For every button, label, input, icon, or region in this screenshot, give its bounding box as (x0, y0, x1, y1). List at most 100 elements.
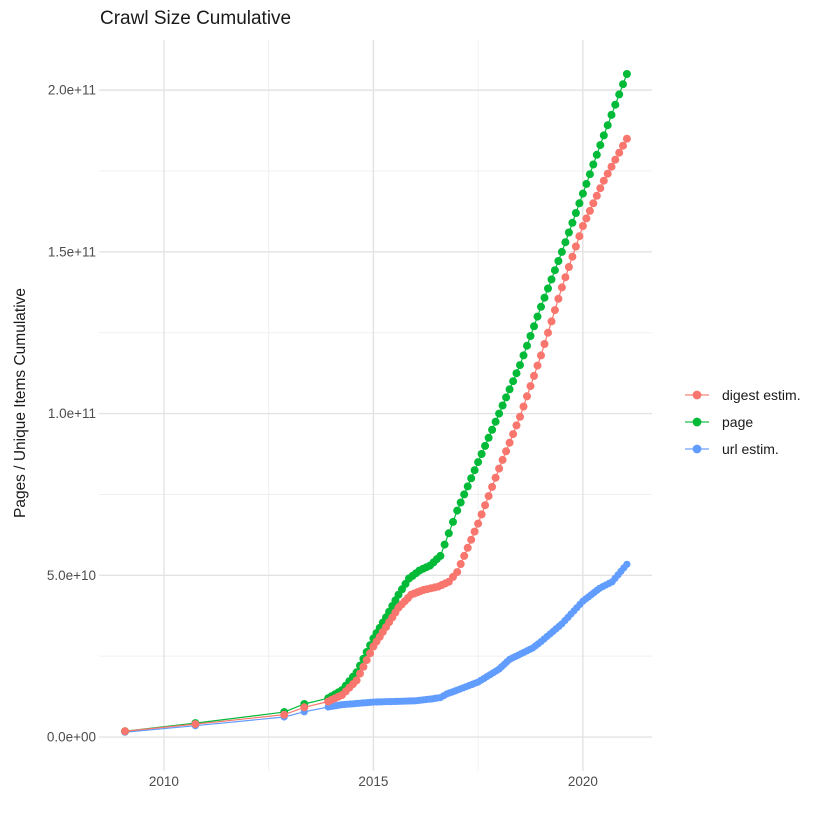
data-point (474, 458, 483, 467)
data-point (449, 517, 457, 526)
data-point (537, 351, 545, 360)
data-point (356, 669, 364, 678)
data-point (519, 402, 528, 411)
data-point (571, 209, 580, 217)
data-point (488, 425, 497, 434)
data-point (470, 466, 479, 475)
data-point (607, 162, 616, 171)
data-point (467, 535, 476, 544)
data-point (460, 551, 469, 560)
data-point (502, 393, 511, 402)
data-point (516, 361, 524, 370)
data-point (592, 150, 601, 159)
series-url-estim (121, 560, 631, 736)
data-point (564, 228, 573, 237)
y-tick-label: 1.0e+11 (48, 406, 96, 421)
data-point (523, 392, 531, 401)
legend: digest estim. page url estim. (684, 381, 801, 462)
data-point (519, 351, 528, 360)
data-point (575, 199, 584, 208)
y-tick-label: 1.5e+11 (48, 244, 96, 259)
data-point (456, 498, 465, 507)
legend-key-icon (685, 390, 709, 399)
data-point (619, 80, 627, 89)
data-point (603, 169, 612, 178)
data-point (359, 662, 368, 671)
data-point (505, 385, 514, 394)
data-point (533, 361, 542, 370)
data-point (366, 649, 375, 658)
data-point (568, 218, 577, 227)
data-point (596, 141, 605, 150)
data-point (509, 377, 518, 386)
data-point (544, 328, 552, 337)
data-point (615, 90, 624, 99)
data-point (505, 438, 514, 447)
data-point (585, 170, 594, 179)
data-point (523, 341, 531, 350)
legend-label: url estim. (722, 440, 779, 457)
data-point (592, 191, 601, 200)
data-point (502, 447, 511, 456)
x-tick-label: 2020 (568, 774, 598, 789)
data-point (607, 110, 616, 119)
legend-item-digest-estim: digest estim. (684, 381, 801, 408)
data-point (491, 473, 500, 482)
chart-title: Crawl Size Cumulative (100, 8, 292, 29)
data-point (540, 340, 549, 348)
data-point (589, 199, 598, 208)
data-point (585, 206, 594, 215)
data-point (512, 369, 521, 378)
data-point (453, 568, 462, 577)
data-point (578, 189, 587, 198)
data-point (537, 302, 545, 311)
data-point (578, 222, 587, 230)
data-point (191, 720, 200, 729)
data-point (622, 70, 631, 78)
data-point (544, 284, 552, 293)
data-point (540, 293, 549, 302)
data-point (484, 492, 493, 501)
data-point (561, 238, 570, 247)
data-point (300, 703, 309, 712)
data-point (509, 430, 518, 439)
legend-item-page: page (684, 408, 801, 435)
data-point (470, 527, 479, 536)
x-tick-label: 2015 (358, 774, 388, 789)
data-point (530, 322, 538, 331)
data-point (533, 312, 542, 321)
legend-label: page (722, 413, 754, 430)
data-point (554, 294, 563, 303)
data-point (582, 214, 591, 223)
data-point (547, 317, 556, 326)
data-point (561, 273, 570, 282)
data-point (495, 409, 504, 418)
data-point (526, 382, 535, 391)
data-point (444, 529, 453, 538)
data-point (463, 482, 472, 491)
data-point (463, 543, 472, 552)
data-point (530, 371, 538, 380)
data-point (557, 283, 566, 292)
data-point (460, 490, 469, 499)
data-point (352, 676, 361, 685)
data-point (599, 131, 608, 140)
data-point (491, 417, 500, 426)
data-point (467, 474, 476, 483)
data-point (554, 257, 563, 265)
x-tick-label: 2010 (149, 774, 179, 789)
data-point (477, 450, 486, 458)
data-point (481, 501, 490, 510)
data-point (512, 421, 521, 430)
data-point (498, 455, 507, 464)
data-point (599, 176, 608, 185)
data-point (362, 656, 371, 665)
data-point (582, 179, 591, 188)
y-tick-label: 5.0e+10 (47, 568, 96, 583)
data-point (436, 551, 445, 560)
data-point (575, 232, 584, 241)
data-point (280, 710, 289, 719)
data-point (603, 121, 612, 130)
data-point (453, 506, 462, 515)
data-point (622, 134, 631, 143)
